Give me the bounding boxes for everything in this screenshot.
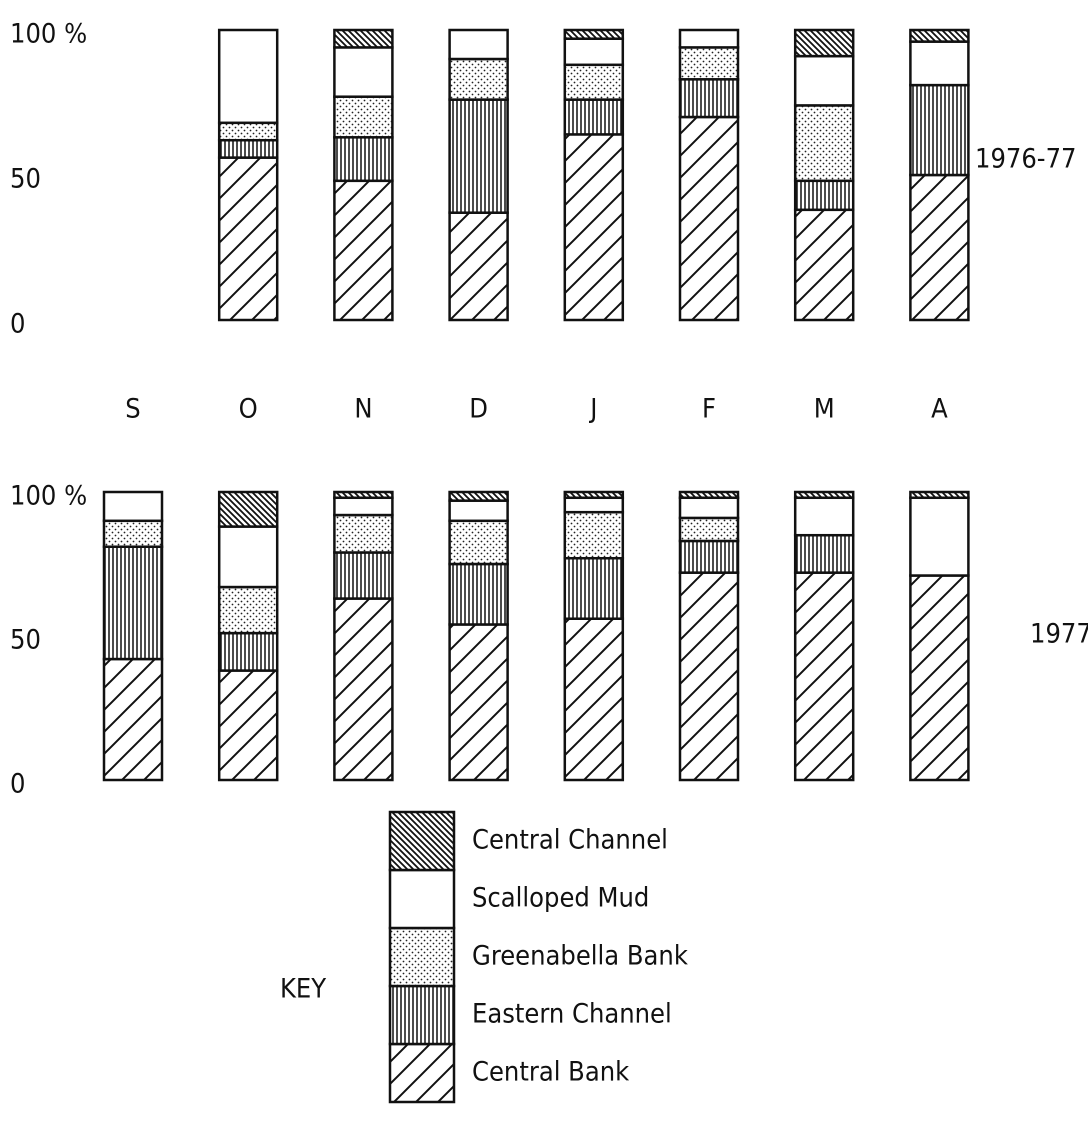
bar-segment [563,28,625,40]
bar-segment [448,623,509,782]
bar-segment [102,490,164,523]
bar-segment [217,669,279,782]
x-tick-label: S [125,394,140,425]
bar-segment [793,533,855,574]
legend-title: KEY [280,974,326,1005]
bar-segment [217,525,279,589]
bar-segment [563,510,625,560]
bar-segment [793,104,855,183]
bar-segment [793,28,855,58]
legend-label: Scalloped Mud [472,883,649,914]
bar-segment [563,63,625,101]
x-tick-label: F [702,394,716,425]
bar-segment [333,496,394,517]
legend-swatch [388,810,456,872]
bar-segment [678,490,740,500]
bar-segment [793,208,855,322]
bar-segment [678,539,740,574]
bar-segment [448,57,509,101]
legend-swatch [388,868,456,930]
bar-segment [909,40,970,87]
legend-swatch [388,1042,456,1104]
bar-segment [793,179,855,212]
bar-segment [563,617,625,782]
bar-segment [678,46,740,81]
bar-segment [333,597,394,782]
bar-segment [217,631,279,672]
bar-segment [448,490,509,502]
bar-segment [448,211,509,322]
bar-segment [448,562,509,626]
bar-segment [217,585,279,635]
x-tick-label: M [814,394,835,425]
bar-segment [448,519,509,566]
chart-label: 1977-78 [1030,619,1088,650]
bar-segment [563,490,625,500]
bar-segment [333,179,394,322]
x-tick-label: J [588,394,597,425]
bar-segment [102,519,164,548]
bar-segment [563,496,625,514]
bar-segment [563,37,625,67]
y-tick-label: 50 [10,164,41,195]
bar-segment [448,98,509,214]
legend-label: Eastern Channel [472,999,672,1030]
y-tick-label: 50 [10,625,41,656]
bar-segment [333,136,394,183]
legend-swatch [388,926,456,988]
bar-segment [448,28,509,61]
bar-segment [563,556,625,620]
bar-segment [217,490,279,528]
x-tick-label: A [931,394,948,425]
y-tick-label: 100 % [10,19,87,50]
bar-segment [793,571,855,782]
bar-segment [102,545,164,661]
bar-segment [333,28,394,49]
bar-segment [678,571,740,782]
bar-segment [909,83,970,177]
bar-segment [333,551,394,600]
bar-segment [448,499,509,523]
y-tick-label: 0 [10,309,25,340]
bar-segment [678,115,740,322]
legend-label: Greenabella Bank [472,941,688,972]
bar-segment [909,173,970,322]
x-tick-label: O [239,394,258,425]
bar-segment [217,138,279,159]
bar-segment [217,121,279,142]
legend-label: Central Channel [472,825,668,856]
legend-swatch [388,984,456,1046]
bar-segment [333,46,394,98]
bar-segment [678,78,740,119]
bar-segment [678,28,740,49]
bar-segment [102,657,164,782]
x-tick-label: D [469,394,488,425]
bar-segment [793,490,855,500]
bar-segment [678,496,740,520]
legend-label: Central Bank [472,1057,629,1088]
chart-label: 1976-77 [975,144,1076,175]
bar-segment [563,133,625,322]
y-tick-label: 0 [10,769,25,800]
bar-segment [793,496,855,537]
bar-segment [217,28,279,125]
bar-segment [333,513,394,554]
y-tick-label: 100 % [10,481,87,512]
bar-segment [909,490,970,500]
bar-segment [909,574,970,782]
bar-segment [333,95,394,139]
bar-segment [909,28,970,43]
x-tick-label: N [354,394,372,425]
bar-segment [678,516,740,543]
bar-segment [909,496,970,577]
bar-segment [563,98,625,136]
bar-segment [217,156,279,322]
bar-segment [333,490,394,500]
bar-segment [793,54,855,107]
